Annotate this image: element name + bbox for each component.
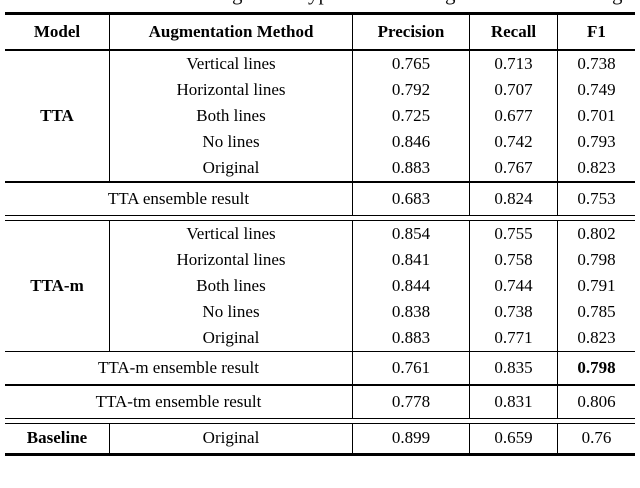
table-cell: 0.802: [577, 223, 616, 243]
table-cell: 0.854: [391, 223, 431, 243]
table-cell: 0.771: [494, 327, 533, 347]
ttatm-ensemble-row: TTA-tm ensemble result 0.778 0.831 0.806: [5, 385, 635, 418]
ttam-precision-column: 0.854 0.841 0.844 0.838 0.883: [353, 220, 470, 351]
ttam-recall-column: 0.755 0.758 0.744 0.738 0.771: [470, 220, 558, 351]
caption-fragment: g: [232, 0, 243, 5]
table-cell: 0.761: [353, 352, 470, 384]
ensemble-label: TTA ensemble result: [5, 182, 353, 215]
table-cell: 0.899: [353, 423, 470, 453]
table-cell: 0.765: [391, 54, 431, 73]
tta-model-label: TTA: [5, 51, 110, 181]
table-cell: 0.76: [581, 428, 612, 447]
table-cell: 0.713: [494, 54, 533, 73]
table-cell: 0.749: [577, 80, 616, 99]
baseline-row: Baseline Original 0.899 0.659 0.76: [5, 423, 635, 453]
table-cell-best-f1: 0.798: [577, 358, 616, 377]
ensemble-label: TTA-m ensemble result: [5, 352, 353, 384]
table-cell: 0.744: [494, 275, 533, 295]
table-cell: Both lines: [196, 275, 266, 295]
table-cell: 0.725: [391, 106, 431, 125]
results-table: g yp g g Model Augmentation Method Preci…: [5, 0, 635, 456]
ttam-f1-column: 0.802 0.798 0.791 0.785 0.823: [558, 221, 635, 351]
table-cell: 0.846: [391, 132, 431, 151]
header-bottom-rule: [5, 48, 635, 51]
table-cell: 0.823: [577, 327, 616, 347]
table-cell: 0.798: [577, 249, 616, 269]
table-bottom-rule: [5, 452, 635, 456]
table-cell: 0.831: [470, 385, 558, 418]
table-cell: No lines: [202, 132, 260, 151]
table-cell: 0.707: [494, 80, 533, 99]
table-cell: 0.792: [391, 80, 431, 99]
header-f1: F1: [587, 21, 606, 41]
header-recall: Recall: [470, 14, 558, 49]
table-cell: 0.701: [577, 106, 616, 125]
table-cell: 0.738: [577, 54, 616, 73]
section-rule: [5, 350, 635, 352]
tta-recall-column: 0.713 0.707 0.677 0.742 0.767: [470, 51, 558, 181]
table-cell: Both lines: [196, 106, 266, 125]
table-cell: 0.883: [391, 158, 431, 177]
tta-precision-column: 0.765 0.792 0.725 0.846 0.883: [353, 51, 470, 181]
ensemble-label: TTA-tm ensemble result: [5, 385, 353, 418]
caption-fragment: yp: [308, 0, 329, 5]
cropped-caption-strip: g yp g g: [5, 0, 635, 12]
table-cell: 0.793: [577, 132, 616, 151]
table-cell: 0.742: [494, 132, 533, 151]
tta-ensemble-row: TTA ensemble result 0.683 0.824 0.753: [5, 182, 635, 215]
table-cell: 0.659: [470, 423, 558, 453]
ttam-model-label: TTA-m: [5, 220, 110, 351]
table-cell: Vertical lines: [186, 54, 276, 73]
ttam-group: TTA-m Vertical lines Horizontal lines Bo…: [5, 220, 635, 351]
double-rule: [5, 214, 635, 221]
table-cell: Vertical lines: [186, 223, 276, 243]
table-cell: Original: [110, 423, 353, 453]
double-rule: [5, 417, 635, 424]
header-model: Model: [5, 14, 110, 49]
table-cell: 0.677: [494, 106, 533, 125]
table-cell: 0.758: [494, 249, 533, 269]
caption-fragment: g: [612, 0, 623, 5]
header-method: Augmentation Method: [110, 14, 353, 49]
table-top-rule: [5, 12, 635, 15]
baseline-model-label: Baseline: [5, 423, 110, 453]
table-cell: 0.823: [577, 158, 616, 177]
table-cell: 0.791: [577, 275, 616, 295]
table-cell: 0.824: [470, 182, 558, 215]
table-cell: Original: [202, 327, 260, 347]
table-cell: 0.683: [353, 182, 470, 215]
ttam-ensemble-row: TTA-m ensemble result 0.761 0.835 0.798: [5, 352, 635, 384]
table-cell: Original: [202, 158, 260, 177]
tta-f1-column: 0.738 0.749 0.701 0.793 0.823: [558, 51, 635, 181]
table-cell: 0.835: [470, 352, 558, 384]
table-cell: 0.738: [494, 301, 533, 321]
table-cell: Horizontal lines: [176, 80, 286, 99]
header-precision: Precision: [353, 14, 470, 49]
table-cell: 0.844: [391, 275, 431, 295]
table-cell: 0.785: [577, 301, 616, 321]
tta-method-column: Vertical lines Horizontal lines Both lin…: [110, 51, 353, 181]
table-cell: No lines: [202, 301, 260, 321]
table-cell: 0.753: [577, 188, 616, 208]
table-cell: 0.841: [391, 249, 431, 269]
table-cell: 0.755: [494, 223, 533, 243]
table-cell: 0.767: [494, 158, 533, 177]
section-rule: [5, 181, 635, 183]
ttam-method-column: Vertical lines Horizontal lines Both lin…: [110, 220, 353, 351]
table-cell: 0.883: [391, 327, 431, 347]
tta-group: TTA Vertical lines Horizontal lines Both…: [5, 51, 635, 181]
table-cell: 0.838: [391, 301, 431, 321]
section-rule: [5, 384, 635, 386]
table-header-row: Model Augmentation Method Precision Reca…: [5, 14, 635, 49]
caption-fragment: g: [445, 0, 456, 5]
table-cell: 0.806: [577, 391, 616, 411]
table-cell: Horizontal lines: [176, 249, 286, 269]
table-cell: 0.778: [353, 385, 470, 418]
